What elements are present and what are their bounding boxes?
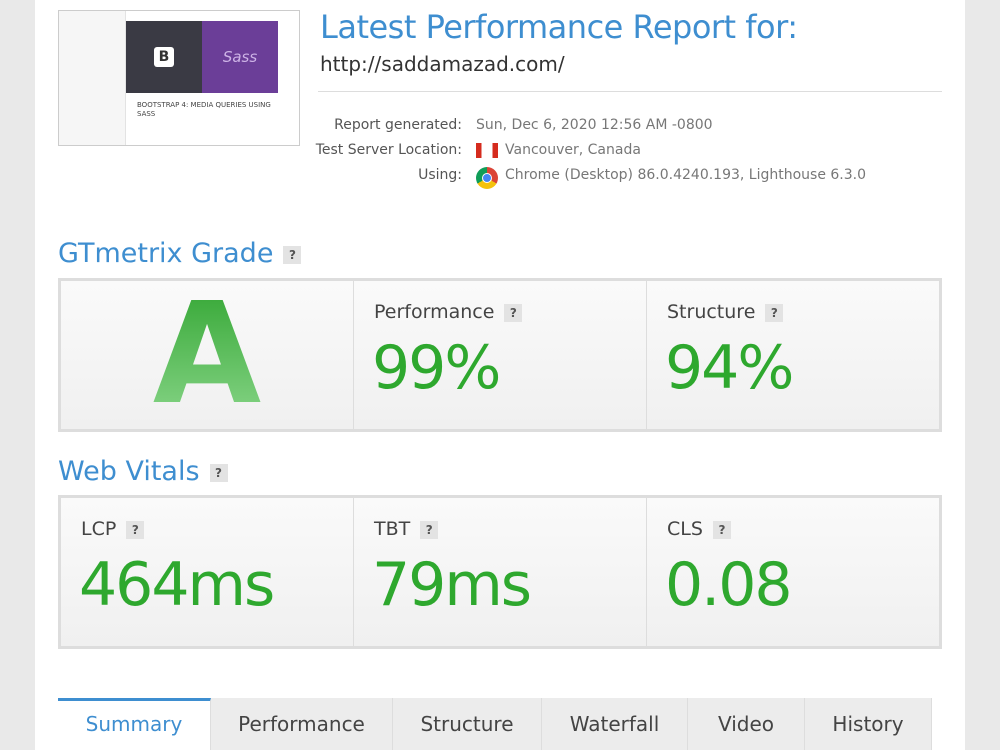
section-heading: Web Vitals? bbox=[58, 456, 228, 487]
metric-value: 99% bbox=[372, 333, 501, 403]
grade-box: A Performance? 99% Structure? 94% bbox=[58, 273, 942, 436]
detail-label: Test Server Location: bbox=[315, 142, 462, 158]
divider bbox=[318, 91, 942, 92]
heading-text: Web Vitals bbox=[58, 456, 200, 487]
report-url: http://saddamazad.com/ bbox=[320, 52, 565, 76]
metric-cell: Performance? 99% bbox=[354, 281, 647, 429]
metric-cell: TBT? 79ms bbox=[354, 498, 647, 646]
metric-value: 79ms bbox=[372, 550, 532, 620]
detail-value: Chrome (Desktop) 86.0.4240.193, Lighthou… bbox=[505, 167, 867, 183]
section-heading: GTmetrix Grade? bbox=[58, 238, 302, 269]
tab[interactable]: Performance bbox=[211, 698, 393, 750]
help-icon[interactable]: ? bbox=[209, 463, 228, 482]
detail-label: Using: bbox=[418, 167, 462, 183]
help-icon[interactable]: ? bbox=[712, 520, 731, 539]
metric-label: TBT? bbox=[374, 518, 439, 540]
grade-letter: A bbox=[61, 273, 353, 436]
help-icon[interactable]: ? bbox=[765, 303, 784, 322]
metric-label: CLS? bbox=[667, 518, 731, 540]
detail-value: Vancouver, Canada bbox=[505, 142, 641, 158]
metric-cell: LCP? 464ms bbox=[61, 498, 354, 646]
metric-cell: CLS? 0.08 bbox=[647, 498, 939, 646]
metric-value: 94% bbox=[665, 333, 794, 403]
metric-name: Performance bbox=[374, 301, 495, 323]
metric-value: 0.08 bbox=[665, 550, 793, 620]
metric-name: CLS bbox=[667, 518, 703, 540]
vitals-box: LCP? 464ms TBT? 79ms CLS? 0.08 bbox=[58, 495, 942, 649]
tab[interactable]: Waterfall bbox=[542, 698, 688, 750]
metric-name: Structure bbox=[667, 301, 756, 323]
detail-label: Report generated: bbox=[334, 117, 462, 133]
metric-label: Performance? bbox=[374, 301, 523, 323]
canada-flag bbox=[476, 143, 498, 158]
grade-cell: A bbox=[61, 273, 354, 436]
metric-label: LCP? bbox=[81, 518, 145, 540]
metric-value: 464ms bbox=[79, 550, 275, 620]
thumb-sidebar bbox=[59, 11, 126, 145]
metric-label: Structure? bbox=[667, 301, 784, 323]
help-icon[interactable]: ? bbox=[283, 245, 302, 264]
report-title: Latest Performance Report for: bbox=[320, 8, 798, 46]
metric-name: LCP bbox=[81, 518, 117, 540]
tab[interactable]: Summary bbox=[58, 698, 211, 750]
chrome-icon bbox=[476, 167, 498, 189]
tab-bar: Summary Performance Structure Waterfall Vide… bbox=[58, 698, 932, 750]
screenshot-thumbnail: B Sass BOOTSTRAP 4: MEDIA QUERIES USING … bbox=[58, 10, 300, 146]
help-icon[interactable]: ? bbox=[126, 520, 145, 539]
tab[interactable]: Video bbox=[688, 698, 805, 750]
tab[interactable]: Structure bbox=[393, 698, 542, 750]
tab[interactable]: History bbox=[805, 698, 932, 750]
detail-value: Sun, Dec 6, 2020 12:56 AM -0800 bbox=[476, 117, 713, 133]
help-icon[interactable]: ? bbox=[504, 303, 523, 322]
metric-name: TBT bbox=[374, 518, 411, 540]
thumb-brand: Sass bbox=[202, 21, 278, 93]
metric-cell: Structure? 94% bbox=[647, 281, 939, 429]
heading-text: GTmetrix Grade bbox=[58, 238, 274, 269]
thumb-panel: B bbox=[126, 21, 202, 93]
help-icon[interactable]: ? bbox=[420, 520, 439, 539]
thumb-logo: B bbox=[154, 47, 174, 67]
thumb-caption: BOOTSTRAP 4: MEDIA QUERIES USING SASS bbox=[137, 101, 271, 118]
